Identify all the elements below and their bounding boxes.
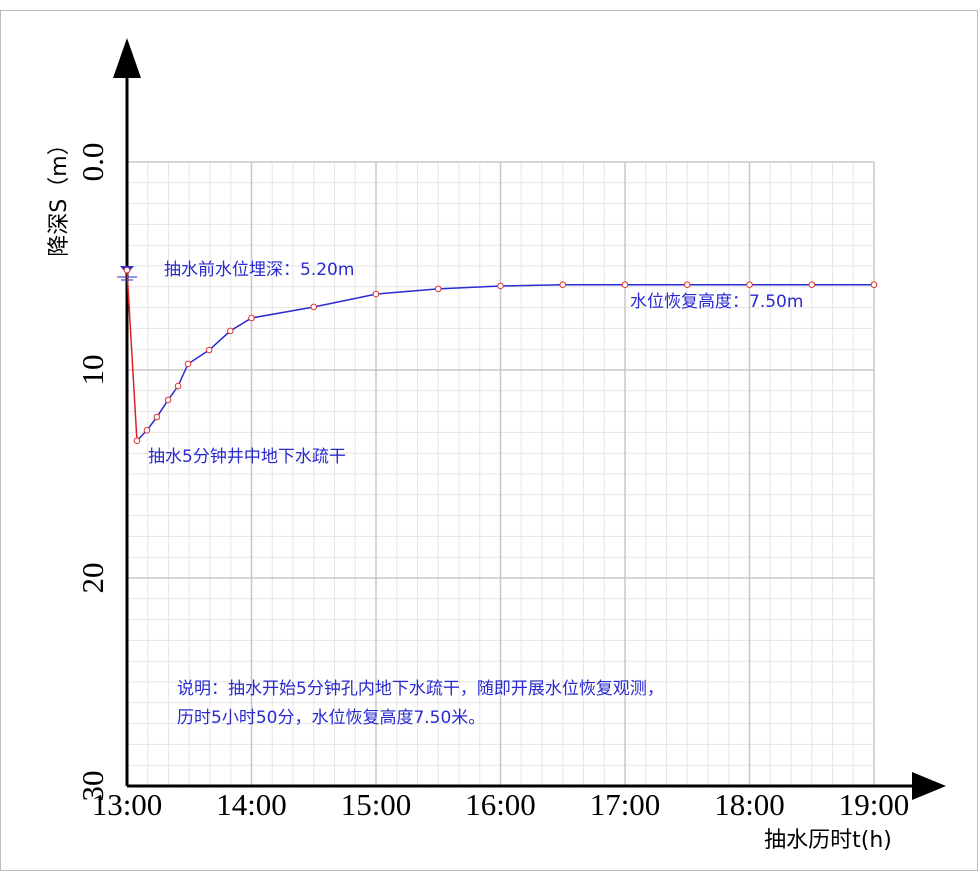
- x-tick-label: 13:00: [92, 787, 163, 822]
- annotation: 说明：抽水开始5分钟孔内地下水疏干，随即开展水位恢复观测，: [177, 679, 664, 699]
- frame: [0, 10, 978, 871]
- data-point: [184, 360, 192, 368]
- data-point: [205, 346, 213, 354]
- data-point: [497, 282, 504, 290]
- x-axis-label: 抽水历时t(h): [764, 828, 892, 853]
- data-point: [372, 290, 380, 298]
- y-tick-label: 20: [75, 563, 110, 594]
- data-point: [808, 281, 816, 289]
- x-tick-label: 15:00: [341, 787, 412, 822]
- y-tick-label: 10: [75, 355, 110, 386]
- data-point: [133, 437, 141, 445]
- data-point: [310, 303, 318, 311]
- data-point: [123, 266, 131, 274]
- x-tick-label: 16:00: [465, 787, 536, 822]
- x-tick-label: 19:00: [839, 787, 910, 822]
- data-point: [559, 281, 567, 289]
- data-point: [870, 281, 878, 289]
- y-axis-label: 降深S（m）: [47, 133, 72, 256]
- x-axis-arrow: [912, 772, 946, 800]
- y-tick-label: 30: [75, 771, 110, 802]
- data-point: [164, 396, 172, 404]
- data-point: [143, 427, 151, 434]
- annotation: 水位恢复高度：7.50m: [630, 292, 803, 312]
- data-point: [746, 281, 753, 289]
- x-tick-label: 17:00: [590, 787, 661, 822]
- y-axis-arrow: [113, 38, 141, 78]
- annotation: 抽水5分钟井中地下水疏干: [148, 447, 346, 467]
- data-point: [227, 327, 234, 335]
- data-point: [248, 314, 255, 322]
- data-point: [434, 285, 442, 293]
- x-tick-label: 18:00: [714, 787, 785, 822]
- annotation: 历时5小时50分，水位恢复高度7.50米。: [177, 708, 485, 728]
- annotation: 抽水前水位埋深：5.20m: [164, 260, 354, 280]
- x-tick-label: 14:00: [216, 787, 287, 822]
- data-point: [174, 382, 182, 390]
- drop-segment: [126, 270, 138, 441]
- y-tick-label: 0.0: [75, 143, 110, 182]
- data-point: [621, 281, 629, 289]
- data-point: [153, 413, 161, 421]
- data-point: [683, 281, 691, 289]
